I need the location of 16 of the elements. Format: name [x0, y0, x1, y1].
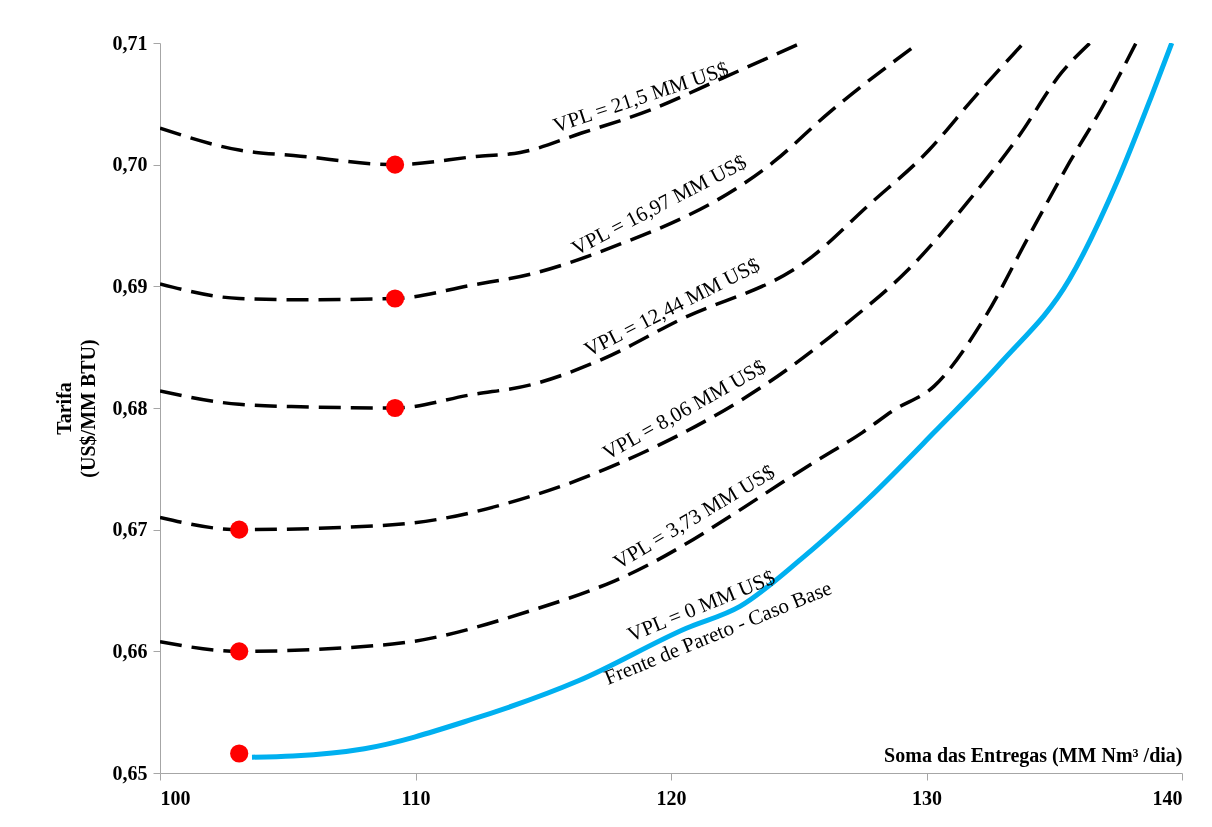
annotation: VPL = 8,06 MM US$ — [598, 354, 770, 465]
y-tick-label: 0,67 — [112, 518, 148, 541]
x-axis-title: Soma das Entregas (MM Nm³ /dia) — [884, 743, 1183, 767]
y-tick-label: 0,68 — [112, 396, 148, 419]
x-tick-label: 130 — [912, 786, 942, 809]
y-tick-label: 0,70 — [112, 153, 148, 176]
y-tick-label: 0,71 — [112, 31, 148, 54]
x-tick-label: 110 — [401, 786, 431, 809]
y-tick-label: 0,66 — [112, 639, 148, 662]
y-axis-title: Tarifa (US$/MM BTU) — [52, 339, 100, 478]
y-tick-label: 0,69 — [112, 274, 148, 297]
x-tick-label: 100 — [160, 786, 191, 809]
x-tick-label: 140 — [1152, 786, 1183, 809]
annotation: VPL = 21,5 MM US$ — [550, 56, 732, 138]
y-tick-label: 0,65 — [112, 761, 148, 784]
x-tick-label: 120 — [656, 786, 687, 809]
